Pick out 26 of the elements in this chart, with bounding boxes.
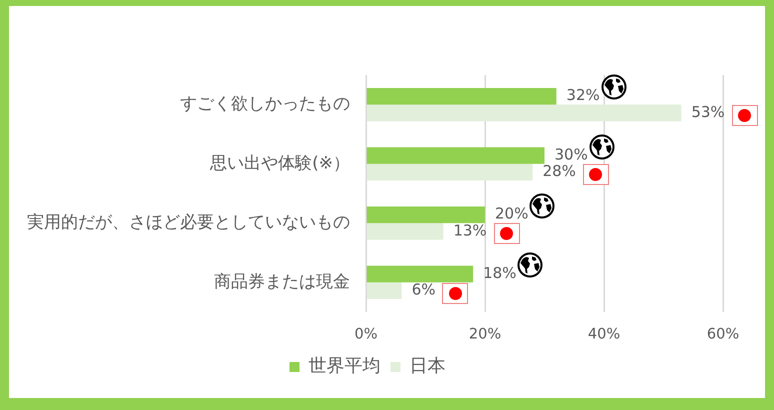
- y-tick-label: 思い出や体験(※）: [209, 153, 350, 174]
- data-label: 30%: [554, 145, 588, 164]
- x-tick-label: 20%: [468, 326, 502, 342]
- data-label: 53%: [691, 102, 725, 121]
- data-label: 13%: [453, 221, 487, 240]
- bar: [366, 282, 402, 299]
- x-tick-label: 40%: [588, 326, 620, 342]
- x-tick-label: 60%: [706, 326, 740, 342]
- bar: [366, 223, 444, 240]
- x-tick-label: 0%: [354, 326, 378, 342]
- data-label: 6%: [412, 280, 436, 299]
- bar: [366, 147, 544, 164]
- data-label: 28%: [542, 162, 576, 180]
- y-tick-label: すごく欲しかったもの: [180, 94, 350, 114]
- legend-label: 日本: [410, 356, 446, 377]
- bar: [366, 206, 485, 224]
- legend-label: 世界平均: [308, 356, 380, 377]
- data-label: 32%: [566, 86, 600, 104]
- y-tick-label: 商品券または現金: [214, 272, 350, 292]
- bar: [366, 88, 556, 105]
- data-label: 18%: [483, 264, 516, 282]
- bar: [366, 104, 682, 122]
- bar: [366, 266, 474, 282]
- data-label: 20%: [495, 204, 528, 223]
- bar: [366, 164, 533, 180]
- y-tick-label: 実用的だが、さほど必要としていないもの: [27, 212, 350, 233]
